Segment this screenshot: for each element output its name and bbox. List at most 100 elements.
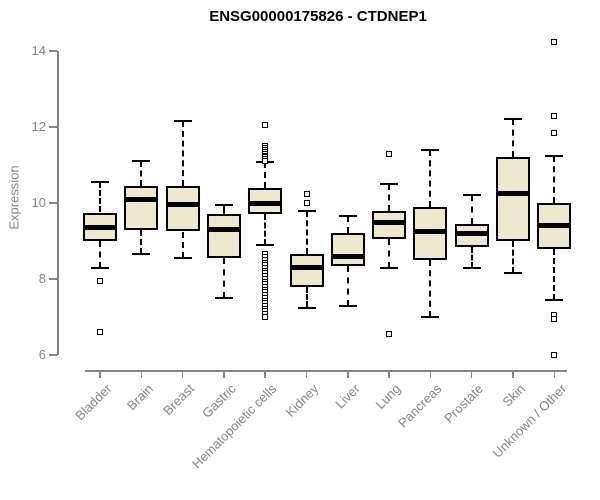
outlier-point-unknown-other (551, 38, 558, 45)
upper-whisker-kidney (305, 210, 308, 255)
x-axis-tick (264, 371, 266, 378)
lower-whisker-cap-gastric (214, 297, 233, 299)
median-line-prostate (456, 230, 487, 236)
y-axis-tick (49, 202, 57, 204)
x-axis-tick (429, 371, 432, 378)
x-axis-tick (99, 371, 101, 378)
lower-whisker-cap-unknown-other (545, 298, 564, 301)
upper-whisker-pancreas (429, 149, 432, 207)
x-axis-tick (223, 371, 225, 378)
upper-whisker-cap-kidney (297, 209, 316, 212)
upper-whisker-cap-breast (173, 120, 192, 123)
outlier-point-hematopoietic-cells (262, 122, 269, 129)
x-tick-label-brain: Brain (123, 381, 156, 414)
median-line-hematopoietic-cells (250, 200, 281, 206)
lower-whisker-cap-prostate (462, 266, 481, 269)
y-axis-line (57, 51, 59, 355)
x-tick-label-gastric: Gastric (198, 381, 239, 421)
lower-whisker-pancreas (429, 260, 432, 317)
upper-whisker-lung (388, 184, 391, 211)
box-brain (124, 185, 159, 230)
median-line-breast (167, 202, 198, 208)
outlier-point-unknown-other (551, 129, 558, 136)
outlier-point-hematopoietic-cells (262, 158, 269, 165)
upper-whisker-cap-gastric (214, 203, 233, 206)
lower-whisker-skin (512, 241, 514, 274)
x-tick-label-bladder: Bladder (72, 381, 115, 424)
median-line-skin (498, 191, 528, 196)
outlier-point-bladder (97, 329, 103, 336)
upper-whisker-bladder (99, 182, 101, 213)
outlier-point-lung (386, 150, 393, 157)
upper-whisker-breast (181, 121, 184, 186)
y-axis-tick (49, 126, 57, 128)
upper-whisker-unknown-other (553, 155, 556, 203)
outlier-point-unknown-other (551, 352, 558, 358)
box-breast (165, 185, 200, 232)
outlier-point-lung (386, 331, 393, 338)
y-axis-tick (49, 354, 57, 356)
lower-whisker-cap-breast (173, 257, 192, 260)
lower-whisker-liver (346, 265, 349, 306)
median-line-liver (332, 253, 363, 259)
y-axis-tick (49, 50, 57, 52)
outlier-point-kidney (303, 190, 310, 197)
y-tick-label: 8 (38, 271, 46, 286)
x-axis-line (85, 370, 567, 372)
x-tick-label-lung: Lung (372, 381, 404, 413)
x-axis-tick (305, 371, 308, 378)
upper-whisker-cap-brain (132, 160, 151, 163)
lower-whisker-prostate (470, 246, 473, 268)
lower-whisker-cap-brain (132, 253, 151, 256)
lower-whisker-brain (140, 229, 143, 255)
x-tick-label-kidney: Kidney (282, 381, 322, 420)
chart-title: ENSG00000175826 - CTDNEP1 (209, 8, 427, 25)
x-tick-label-liver: Liver (331, 381, 363, 412)
box-lung (372, 210, 407, 240)
x-tick-label-skin: Skin (499, 381, 528, 410)
box-skin (496, 157, 530, 241)
outlier-point-unknown-other (551, 315, 558, 322)
upper-whisker-cap-bladder (91, 181, 109, 184)
lower-whisker-cap-hematopoietic-cells (256, 243, 275, 246)
upper-whisker-brain (140, 161, 143, 186)
lower-whisker-bladder (99, 241, 101, 268)
y-tick-label: 12 (31, 119, 46, 134)
lower-whisker-breast (181, 231, 184, 259)
lower-whisker-cap-bladder (91, 266, 109, 269)
upper-whisker-skin (512, 119, 514, 158)
lower-whisker-unknown-other (553, 248, 556, 300)
upper-whisker-hematopoietic-cells (264, 161, 267, 188)
upper-whisker-cap-liver (338, 215, 357, 218)
lower-whisker-cap-pancreas (421, 316, 440, 318)
upper-whisker-cap-pancreas (421, 148, 440, 151)
median-line-gastric (208, 227, 239, 233)
outlier-point-hematopoietic-cells (262, 314, 269, 320)
box-gastric (206, 214, 241, 259)
x-axis-tick (181, 371, 184, 378)
x-axis-tick (388, 371, 390, 378)
lower-whisker-hematopoietic-cells (264, 214, 267, 245)
median-line-pancreas (415, 229, 446, 234)
y-axis-tick (49, 278, 57, 280)
x-axis-tick (347, 371, 349, 378)
lower-whisker-cap-lung (380, 266, 399, 269)
y-tick-label: 10 (31, 195, 46, 210)
y-tick-label: 14 (31, 43, 46, 58)
median-line-brain (126, 196, 157, 202)
x-tick-label-pancreas: Pancreas (395, 381, 446, 431)
upper-whisker-cap-prostate (462, 194, 481, 197)
x-tick-label-breast: Breast (160, 381, 198, 419)
x-axis-tick (512, 371, 514, 378)
upper-whisker-cap-skin (504, 118, 522, 121)
upper-whisker-cap-unknown-other (545, 154, 564, 157)
median-line-bladder (85, 225, 115, 231)
lower-whisker-lung (388, 239, 391, 268)
box-kidney (289, 254, 324, 287)
x-axis-tick (140, 371, 143, 378)
median-line-unknown-other (539, 223, 570, 229)
upper-whisker-gastric (222, 204, 225, 215)
x-tick-label-prostate: Prostate (441, 381, 487, 426)
lower-whisker-cap-kidney (297, 306, 316, 309)
